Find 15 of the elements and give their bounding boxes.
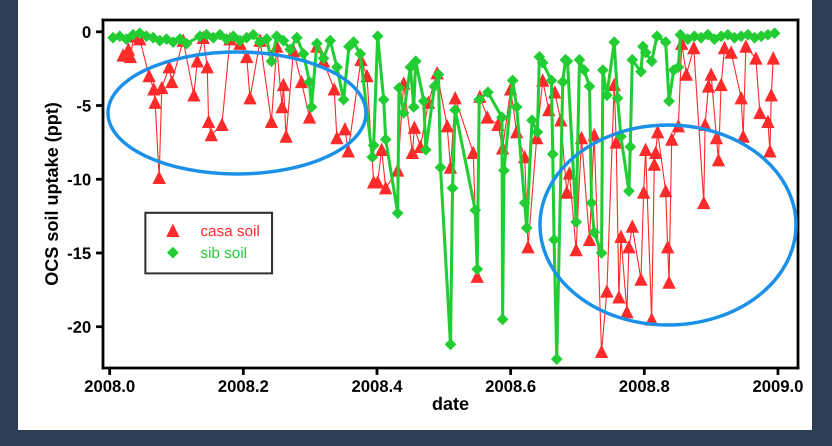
legend-label: sib soil xyxy=(200,246,246,258)
x-axis-title: date xyxy=(432,396,468,410)
y-tick-label: -20 xyxy=(68,321,91,333)
y-tick-label: -15 xyxy=(68,248,91,260)
x-tick-label: 2008.2 xyxy=(218,380,268,392)
x-tick-label: 2009.0 xyxy=(753,380,803,392)
x-tick-label: 2008.0 xyxy=(84,380,134,392)
y-axis-title: OCS soil uptake (ppt) xyxy=(44,103,62,286)
y-tick-label: 0 xyxy=(82,26,91,38)
y-tick-label: -10 xyxy=(68,174,91,186)
y-tick-label: -5 xyxy=(77,100,91,112)
legend-label: casa soil xyxy=(201,225,259,236)
x-tick-label: 2008.6 xyxy=(486,380,536,392)
x-tick-label: 2008.8 xyxy=(619,380,670,392)
x-tick-label: 2008.4 xyxy=(352,380,402,392)
